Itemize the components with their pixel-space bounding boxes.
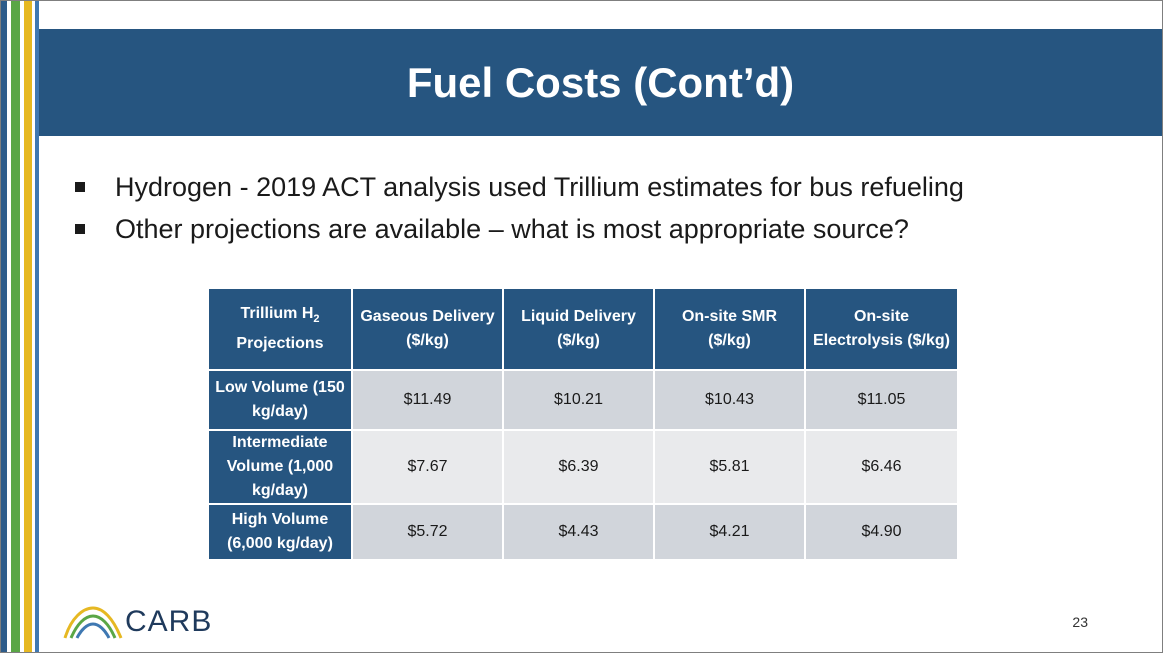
column-header: On-site Electrolysis ($/kg) [804,287,959,371]
square-bullet-icon [75,224,85,234]
left-stripe-yellow [24,1,32,652]
title-bar: Fuel Costs (Cont’d) [39,29,1162,136]
carb-logo: CARB [63,604,212,640]
left-stripe-gap [7,1,11,652]
table-header-row: Trillium H2 Projections Gaseous Delivery … [207,287,959,371]
bullet-text: Hydrogen - 2019 ACT analysis used Trilli… [115,171,964,202]
square-bullet-icon [75,182,85,192]
column-header: On-site SMR ($/kg) [653,287,806,371]
row-header: High Volume (6,000 kg/day) [207,503,353,561]
corner-header-rest: Projections [236,334,324,352]
logo-text: CARB [125,605,213,638]
table-cell: $4.21 [653,503,806,561]
bullet-item: Other projections are available – what i… [75,208,1142,250]
table-cell: $6.39 [502,429,655,505]
table-row: Intermediate Volume (1,000 kg/day) $7.67… [207,429,959,505]
table-cell: $10.21 [502,369,655,431]
left-stripe-blue [35,1,39,652]
row-header: Low Volume (150 kg/day) [207,369,353,431]
table-cell: $7.67 [351,429,504,505]
row-header: Intermediate Volume (1,000 kg/day) [207,429,353,505]
column-header: Gaseous Delivery ($/kg) [351,287,504,371]
table-cell: $6.46 [804,429,959,505]
carb-logo-icon [63,606,123,639]
table-cell: $11.05 [804,369,959,431]
table-row: High Volume (6,000 kg/day) $5.72 $4.43 $… [207,503,959,561]
column-header: Liquid Delivery ($/kg) [502,287,655,371]
left-stripe-navy [1,1,7,652]
table-cell: $4.43 [502,503,655,561]
corner-header-text: Trillium H [240,305,314,323]
fuel-cost-table: Trillium H2 Projections Gaseous Delivery … [207,287,959,561]
left-stripe-gap [20,1,24,652]
table-cell: $10.43 [653,369,806,431]
table-cell: $5.72 [351,503,504,561]
bullet-list: Hydrogen - 2019 ACT analysis used Trilli… [75,166,1142,250]
page-number: 23 [1072,614,1088,630]
table-row: Low Volume (150 kg/day) $11.49 $10.21 $1… [207,369,959,431]
bullet-text: Other projections are available – what i… [115,213,909,244]
left-stripe-green [11,1,20,652]
table-cell: $5.81 [653,429,806,505]
table-cell: $11.49 [351,369,504,431]
table-cell: $4.90 [804,503,959,561]
slide-title: Fuel Costs (Cont’d) [406,58,795,106]
corner-header: Trillium H2 Projections [207,287,353,371]
subscript-two: 2 [313,313,320,326]
bullet-item: Hydrogen - 2019 ACT analysis used Trilli… [75,166,1142,208]
left-stripe-gap [32,1,35,652]
